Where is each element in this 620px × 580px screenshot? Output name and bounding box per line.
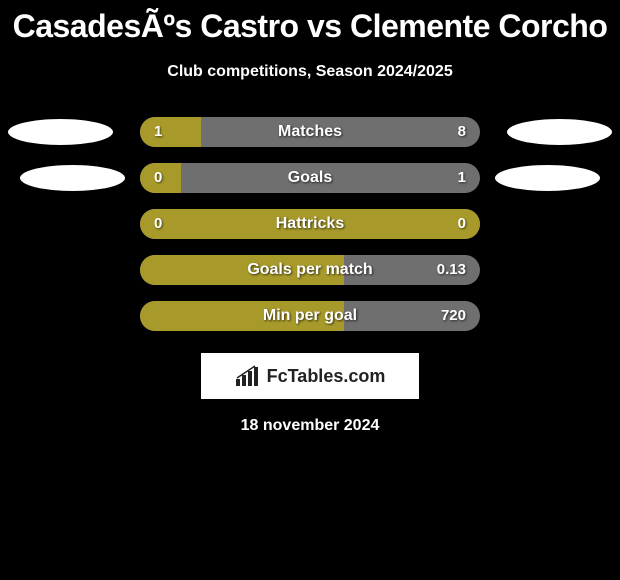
subtitle: Club competitions, Season 2024/2025 xyxy=(0,63,620,81)
stat-value-left: 0 xyxy=(154,209,162,239)
stat-bar: 18 xyxy=(140,117,480,147)
player-marker-left xyxy=(20,165,125,191)
stat-bar: 720 xyxy=(140,301,480,331)
stat-bar-left xyxy=(140,117,201,147)
stat-row: 720Min per goal xyxy=(0,301,620,331)
stat-bar: 00 xyxy=(140,209,480,239)
page-title: CasadesÃºs Castro vs Clemente Corcho xyxy=(0,0,620,45)
player-marker-right xyxy=(495,165,600,191)
stat-value-right: 1 xyxy=(458,163,466,193)
stat-value-left: 0 xyxy=(154,163,162,193)
stat-value-right: 0 xyxy=(458,209,466,239)
stat-bar-left xyxy=(140,255,344,285)
player-marker-right xyxy=(507,119,612,145)
stat-row: 0.13Goals per match xyxy=(0,255,620,285)
stat-bar-right xyxy=(140,163,480,193)
source-logo-text: FcTables.com xyxy=(267,366,386,387)
stat-value-right: 720 xyxy=(441,301,466,331)
stat-row: 18Matches xyxy=(0,117,620,147)
stat-value-right: 8 xyxy=(458,117,466,147)
comparison-chart: 18Matches01Goals00Hattricks0.13Goals per… xyxy=(0,117,620,331)
stat-bar: 01 xyxy=(140,163,480,193)
stat-row: 00Hattricks xyxy=(0,209,620,239)
stat-row: 01Goals xyxy=(0,163,620,193)
bar-chart-icon xyxy=(235,365,261,387)
source-logo-box: FcTables.com xyxy=(201,353,419,399)
stat-bar-left xyxy=(140,209,480,239)
stat-value-right: 0.13 xyxy=(437,255,466,285)
player-marker-left xyxy=(8,119,113,145)
date-text: 18 november 2024 xyxy=(0,417,620,435)
stat-bar: 0.13 xyxy=(140,255,480,285)
stat-value-left: 1 xyxy=(154,117,162,147)
stat-bar-left xyxy=(140,301,344,331)
